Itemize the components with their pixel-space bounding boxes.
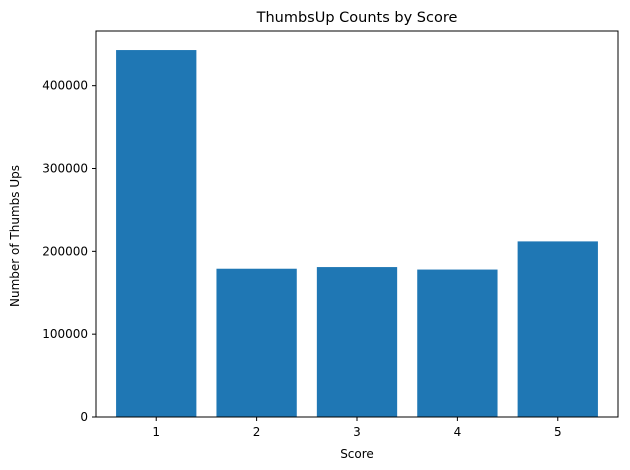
plot-frame	[95, 30, 619, 418]
y-axis-label: Number of Thumbs Ups	[8, 165, 22, 307]
chart-title: ThumbsUp Counts by Score	[256, 10, 458, 26]
x-tick-label: 4	[454, 425, 462, 439]
x-tick-label: 1	[152, 425, 160, 439]
y-tick-label: 100000	[42, 327, 88, 341]
y-tick-label: 0	[80, 410, 88, 424]
y-axis: 0 100000 200000 300000 400000	[42, 79, 96, 424]
y-tick-label: 200000	[42, 244, 88, 258]
x-tick-label: 5	[554, 425, 562, 439]
x-axis: 1 2 3 4 5	[152, 417, 562, 439]
bar-1	[116, 50, 197, 417]
bar-2	[216, 268, 297, 417]
y-tick-label: 300000	[42, 162, 88, 176]
x-tick-label: 2	[253, 425, 261, 439]
x-axis-label: Score	[340, 447, 374, 461]
bars-group	[116, 50, 598, 417]
x-tick-label: 3	[353, 425, 361, 439]
y-tick-label: 400000	[42, 79, 88, 93]
bar-5	[517, 241, 598, 417]
bar-4	[417, 269, 498, 417]
bar-3	[316, 267, 398, 417]
